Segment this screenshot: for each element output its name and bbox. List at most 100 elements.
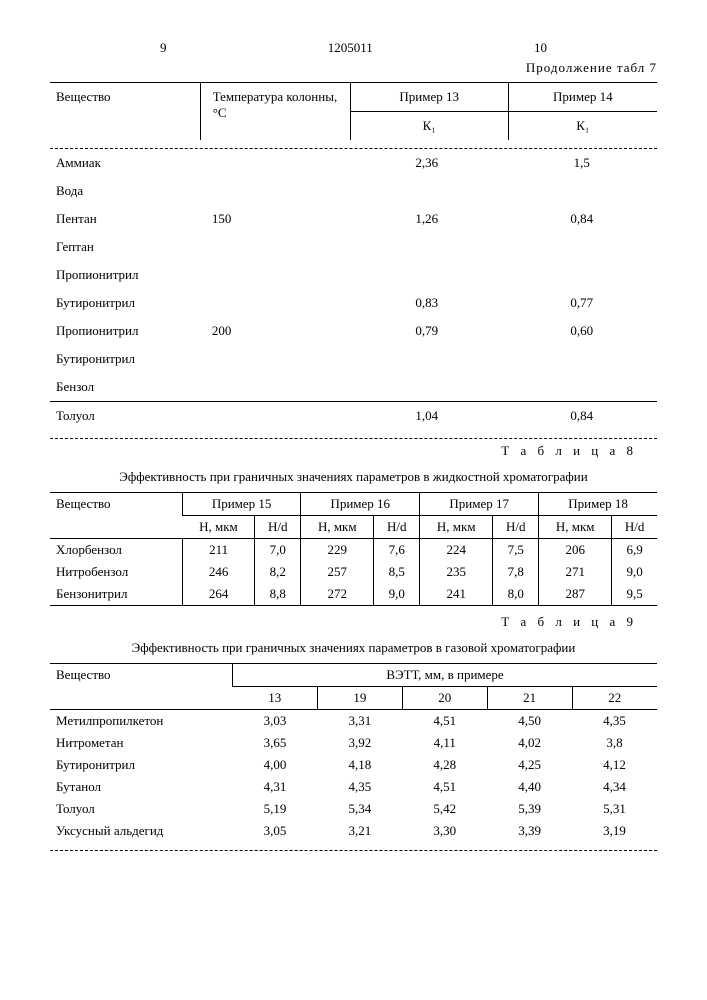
t7-val-b	[507, 233, 657, 261]
t9-substance: Толуол	[50, 798, 233, 820]
t9-val: 4,34	[572, 776, 657, 798]
t7-val-a: 0,79	[347, 317, 507, 345]
t9-val: 3,05	[233, 820, 318, 842]
t7-temp: 150	[206, 205, 347, 233]
t7-val-b: 1,5	[507, 149, 657, 177]
t7-temp	[206, 233, 347, 261]
t8-substance: Бензонитрил	[50, 583, 183, 606]
t8-val: 235	[420, 561, 493, 583]
t7-val-b: 0,60	[507, 317, 657, 345]
t7-temp	[206, 177, 347, 205]
t8-val: 7,6	[374, 538, 420, 561]
t9-col: 20	[402, 686, 487, 709]
t7-substance: Пропионитрил	[50, 261, 206, 289]
t7-val-a: 1,26	[347, 205, 507, 233]
t7-substance: Пропионитрил	[50, 317, 206, 345]
t8-val: 7,0	[255, 538, 301, 561]
t8-val: 8,5	[374, 561, 420, 583]
table8-label: Т а б л и ц а 8	[50, 443, 637, 459]
doc-number: 1205011	[328, 40, 373, 56]
t9-val: 4,31	[233, 776, 318, 798]
table9-caption: Эффективность при граничных значениях па…	[110, 640, 597, 657]
t9-val: 4,51	[402, 709, 487, 732]
t8-val: 246	[183, 561, 255, 583]
t9-val: 3,30	[402, 820, 487, 842]
t9-col: 21	[487, 686, 572, 709]
t7-col-ex14: Пример 14	[508, 83, 657, 112]
t8-val: 229	[301, 538, 374, 561]
t8-val: 272	[301, 583, 374, 606]
t8-val: 9,0	[612, 561, 657, 583]
t8-h: Н, мкм	[183, 515, 255, 538]
t7-val-a: 2,36	[347, 149, 507, 177]
t9-val: 5,31	[572, 798, 657, 820]
t8-ex15: Пример 15	[183, 492, 301, 515]
t8-substance: Хлорбензол	[50, 538, 183, 561]
t7-val-a	[347, 233, 507, 261]
t7-sub-k1b: К₁	[508, 112, 657, 141]
t9-val: 4,28	[402, 754, 487, 776]
t9-val: 3,39	[487, 820, 572, 842]
t8-h: Н, мкм	[420, 515, 493, 538]
t9-col: 19	[317, 686, 402, 709]
t9-col: 13	[233, 686, 318, 709]
t7-val-a	[347, 373, 507, 401]
t9-val: 5,39	[487, 798, 572, 820]
t9-val: 3,21	[317, 820, 402, 842]
t8-val: 7,5	[493, 538, 539, 561]
t8-val: 6,9	[612, 538, 657, 561]
rule-dash	[50, 438, 657, 439]
t8-ex18: Пример 18	[539, 492, 657, 515]
t7-val-b	[507, 345, 657, 373]
t7-substance: Пентан	[50, 205, 206, 233]
t9-substance: Уксусный альдегид	[50, 820, 233, 842]
t7-val-b: 0,84	[507, 402, 657, 430]
t7-temp: 200	[206, 317, 347, 345]
table-8: Вещество Пример 15 Пример 16 Пример 17 П…	[50, 492, 657, 606]
t8-hd: H/d	[374, 515, 420, 538]
t7-temp	[206, 373, 347, 401]
t9-val: 3,31	[317, 709, 402, 732]
continuation-label: Продолжение табл 7	[50, 60, 657, 76]
t9-val: 5,19	[233, 798, 318, 820]
t7-val-b: 0,84	[507, 205, 657, 233]
t9-val: 4,51	[402, 776, 487, 798]
table8-caption: Эффективность при граничных значениях па…	[110, 469, 597, 486]
t7-temp	[206, 261, 347, 289]
t7-col-temp: Температура колонны, °С	[200, 83, 350, 140]
t7-val-b	[507, 373, 657, 401]
t8-val: 271	[539, 561, 612, 583]
t8-val: 9,0	[374, 583, 420, 606]
t7-val-b: 0,77	[507, 289, 657, 317]
t7-val-a	[347, 177, 507, 205]
t8-hd: H/d	[255, 515, 301, 538]
t9-col-substance: Вещество	[50, 663, 233, 709]
t8-val: 7,8	[493, 561, 539, 583]
t9-top-header: ВЭТТ, мм, в примере	[233, 663, 658, 686]
t9-val: 4,50	[487, 709, 572, 732]
table-9: Вещество ВЭТТ, мм, в примере 1319202122 …	[50, 663, 657, 842]
t8-val: 257	[301, 561, 374, 583]
t8-val: 211	[183, 538, 255, 561]
t9-val: 4,00	[233, 754, 318, 776]
t7-temp	[206, 402, 347, 430]
t8-val: 8,8	[255, 583, 301, 606]
t9-val: 4,11	[402, 732, 487, 754]
t7-val-a: 0,83	[347, 289, 507, 317]
t7-temp	[206, 149, 347, 177]
t9-val: 4,35	[317, 776, 402, 798]
t7-substance: Аммиак	[50, 149, 206, 177]
t8-col-substance: Вещество	[50, 492, 183, 538]
t8-val: 206	[539, 538, 612, 561]
t8-val: 287	[539, 583, 612, 606]
t8-ex16: Пример 16	[301, 492, 420, 515]
t9-substance: Метилпропилкетон	[50, 709, 233, 732]
t9-val: 3,65	[233, 732, 318, 754]
t7-val-b	[507, 177, 657, 205]
t9-substance: Бутиронитрил	[50, 754, 233, 776]
t7-val-a	[347, 261, 507, 289]
t8-val: 8,2	[255, 561, 301, 583]
t9-val: 4,25	[487, 754, 572, 776]
t8-hd: H/d	[493, 515, 539, 538]
t7-col-ex13: Пример 13	[350, 83, 508, 112]
